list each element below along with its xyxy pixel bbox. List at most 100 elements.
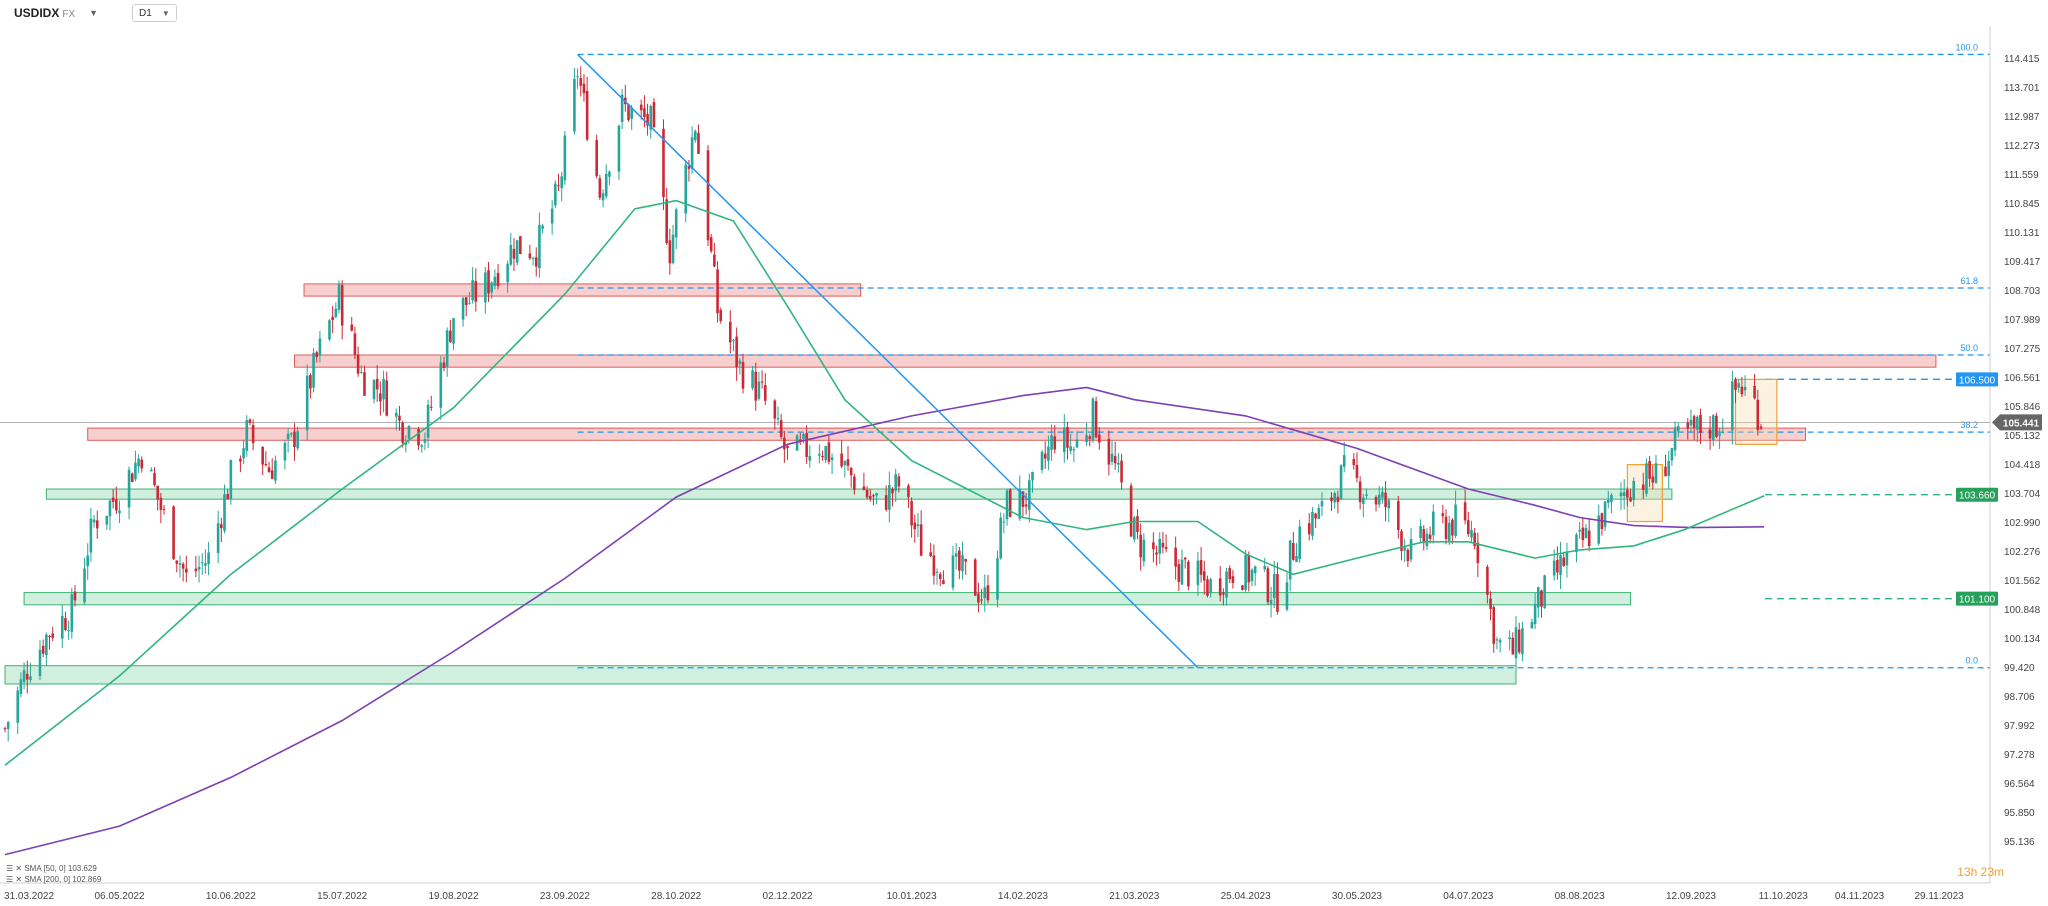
symbol-dropdown-icon[interactable]: ▼ (89, 8, 99, 18)
candle-body (296, 431, 299, 449)
candle-body (1756, 399, 1760, 431)
candle-body (1152, 542, 1155, 550)
candle-body (226, 494, 229, 500)
candle-body (1342, 455, 1346, 467)
candle-body (897, 476, 901, 487)
price-tick-label: 112.987 (2004, 112, 2040, 123)
candle-body (627, 104, 630, 121)
time-tick-label: 23.09.2022 (540, 891, 590, 902)
candle-body (1397, 501, 1400, 530)
candle-body (1377, 494, 1381, 505)
candle-body (964, 558, 967, 562)
candle-body (1288, 540, 1292, 580)
candle-body (1091, 398, 1095, 441)
moving-averages (4, 199, 1765, 856)
price-tick-label: 104.418 (2004, 460, 2041, 471)
candle-body (70, 594, 74, 632)
candle-body (309, 374, 312, 389)
level-tag-bg (1956, 372, 1998, 387)
candle-body (1463, 502, 1467, 521)
candle-body (1088, 436, 1092, 439)
price-tick-label: 112.273 (2004, 141, 2040, 152)
candle-body (331, 316, 334, 321)
time-tick-label: 31.03.2022 (4, 891, 54, 902)
candle-body (1651, 476, 1655, 483)
candle-body (474, 281, 478, 302)
candle-body (1492, 607, 1496, 644)
candle-body (229, 460, 233, 500)
time-tick-label: 28.10.2022 (651, 891, 701, 902)
candle-body (216, 523, 220, 553)
candle-body (185, 568, 188, 573)
candle-body (604, 174, 608, 197)
candle-body (86, 555, 90, 567)
candle-body (401, 422, 404, 443)
candle-body (1699, 414, 1702, 433)
candle-body (1645, 463, 1648, 494)
candle-body (64, 618, 67, 630)
candle-body (1575, 534, 1578, 553)
candle-body (420, 445, 424, 447)
candle-body (757, 381, 761, 399)
candle-body (652, 102, 656, 128)
candle-body (986, 585, 990, 601)
candle-body (274, 460, 277, 481)
candle-body (305, 375, 309, 431)
candle-body (1664, 466, 1667, 477)
candle-body (751, 370, 754, 389)
candle-body (884, 495, 888, 510)
candle-body (1626, 489, 1629, 498)
candle-body (372, 380, 376, 400)
candle-body (541, 225, 544, 229)
candle-body (938, 574, 942, 579)
candle-body (172, 506, 175, 560)
price-tick-label: 113.701 (2004, 83, 2040, 94)
candle-body (662, 128, 665, 197)
candle-body (1024, 504, 1028, 507)
candle-body (1708, 429, 1712, 439)
candle-body (1597, 515, 1601, 544)
candle-body (29, 676, 32, 681)
support-zone (23, 592, 1632, 606)
candle-body (639, 104, 643, 111)
candle-body (646, 114, 649, 126)
candle-body (1069, 446, 1072, 451)
candle-body (687, 166, 691, 169)
candle-body (716, 269, 719, 314)
candle-body (429, 406, 433, 408)
candle-body (862, 486, 866, 491)
candle-body (162, 508, 166, 510)
candle-body (980, 599, 983, 601)
candle-body (888, 485, 891, 510)
timeframe-select[interactable]: D1 ▼ (132, 4, 177, 22)
candle-body (1676, 426, 1680, 432)
candle-body (1743, 386, 1747, 391)
fib-level-label: 0.0 (1965, 656, 1978, 666)
candle-body (1218, 578, 1222, 596)
candle-body (261, 446, 264, 465)
candle-body (337, 283, 341, 310)
time-tick-label: 14.02.2023 (998, 891, 1048, 902)
candle-body (805, 433, 808, 457)
symbol-label[interactable]: USDIDX FX (14, 6, 76, 20)
candle-body (913, 522, 917, 530)
candle-body (239, 458, 242, 462)
candle-body (1053, 436, 1057, 450)
candle-body (315, 352, 319, 357)
candle-body (1641, 484, 1645, 491)
candle-body (684, 164, 688, 214)
candle-body (779, 420, 783, 437)
candle-body (60, 615, 64, 639)
candle-body (554, 183, 557, 206)
price-tick-label: 96.564 (2004, 779, 2035, 790)
candle-body (1692, 416, 1696, 428)
candle-body (910, 501, 913, 526)
time-tick-label: 06.05.2022 (94, 891, 144, 902)
candle-body (942, 580, 945, 585)
candle-body (802, 433, 805, 439)
level-tag-text: 101.100 (1959, 595, 1996, 606)
candle-body (1759, 426, 1763, 429)
candle-body (1180, 559, 1184, 585)
candle-body (1406, 549, 1410, 562)
